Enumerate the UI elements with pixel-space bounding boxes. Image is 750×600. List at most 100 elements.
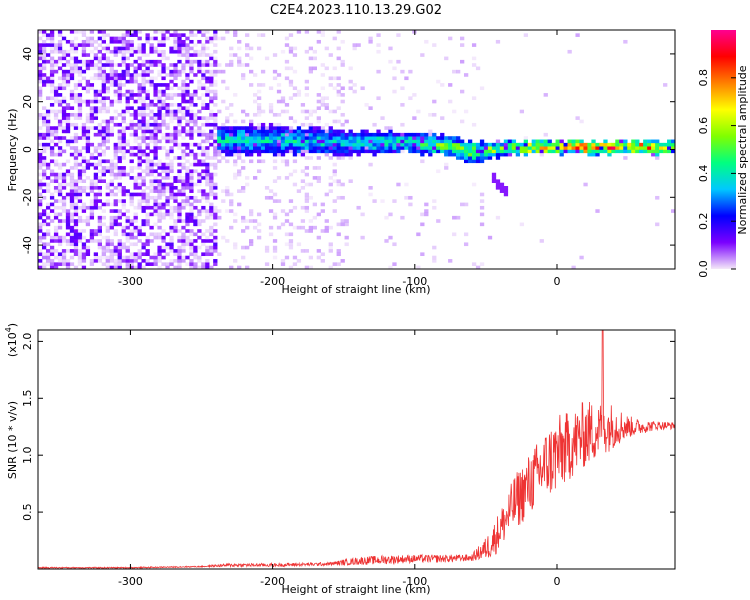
- spectrogram-cell: [73, 63, 79, 67]
- spectrogram-cell: [173, 229, 178, 233]
- spectrogram-cell: [284, 36, 290, 41]
- spectrogram-cell: [38, 86, 43, 91]
- spectrogram-cell: [41, 142, 47, 147]
- spectrogram-cell: [137, 122, 142, 127]
- spectrogram-cell: [105, 126, 110, 130]
- spectrogram-cell: [249, 159, 254, 164]
- spectrogram-cell: [161, 189, 166, 193]
- spectrogram-cell: [444, 146, 449, 150]
- spectrogram-cell: [89, 76, 95, 81]
- spectrogram-cell: [245, 146, 250, 150]
- spectrogram-cell: [193, 43, 198, 47]
- spectrogram-cell: [432, 149, 437, 154]
- spectrogram-cell: [137, 66, 142, 71]
- spectrogram-cell: [276, 149, 282, 154]
- spectrogram-cell: [181, 39, 186, 44]
- spectrogram-cell: [161, 255, 166, 260]
- spectrogram-cell: [93, 202, 99, 207]
- spectrogram-cell: [324, 132, 329, 137]
- spectrogram-cell: [185, 89, 190, 94]
- spectrogram-cell: [312, 109, 317, 114]
- spectrogram-cell: [65, 219, 71, 223]
- spectrogram-cell: [460, 202, 465, 207]
- spectrogram-cell: [364, 142, 369, 147]
- spectrogram-cell: [161, 39, 166, 44]
- spectrogram-cell: [292, 142, 298, 147]
- spectrogram-cell: [201, 129, 206, 134]
- spectrogram-cell: [173, 69, 178, 74]
- spectrogram-cell: [161, 99, 166, 104]
- spectrogram-cell: [157, 122, 162, 127]
- spectrogram-cell: [121, 189, 126, 193]
- spectrogram-cell: [137, 86, 142, 91]
- spectrogram-cell: [428, 146, 433, 150]
- spectrogram-cell: [611, 146, 616, 150]
- spectrogram-cell: [364, 136, 369, 140]
- spectrogram-cell: [264, 249, 270, 253]
- spectrogram-cell: [205, 209, 210, 213]
- spectrogram-cell: [348, 132, 353, 137]
- spectrogram-cell: [507, 152, 513, 157]
- spectrogram-cell: [304, 49, 310, 54]
- spectrogram-cell: [380, 136, 385, 140]
- spectrogram-cell: [463, 242, 469, 247]
- spectrogram-cell: [288, 245, 294, 250]
- spectrogram-cell: [189, 33, 194, 37]
- spectrogram-cell: [121, 112, 126, 117]
- spectrogram-cell: [356, 139, 361, 144]
- spectrogram-cell: [181, 156, 186, 160]
- spectrogram-cell: [45, 229, 51, 233]
- spectrogram-cell: [193, 93, 198, 97]
- spectrogram-cell: [233, 93, 238, 97]
- spectrogram-cell: [157, 192, 162, 197]
- spectrogram-y-tick-label: 0: [21, 146, 34, 153]
- spectrogram-cell: [467, 152, 473, 157]
- spectrogram-cell: [73, 162, 79, 167]
- spectrogram-cell: [89, 239, 95, 243]
- spectrogram-cell: [499, 152, 505, 157]
- spectrogram-cell: [420, 142, 425, 147]
- spectrogram-cell: [416, 132, 421, 137]
- spectrogram-cell: [245, 46, 250, 51]
- spectrogram-cell: [655, 149, 660, 154]
- spectrogram-cell: [615, 146, 620, 150]
- spectrogram-cell: [109, 179, 114, 183]
- spectrogram-cell: [237, 39, 242, 44]
- spectrogram-cell: [344, 146, 349, 150]
- spectrogram-cell: [89, 259, 95, 263]
- spectrogram-cell: [475, 156, 481, 160]
- spectrogram-cell: [260, 126, 266, 130]
- spectrogram-cell: [129, 199, 134, 203]
- spectrogram-cell: [205, 139, 210, 144]
- spectrogram-cell: [193, 262, 198, 266]
- spectrogram-cell: [448, 99, 453, 104]
- spectrogram-cell: [344, 152, 349, 157]
- spectrogram-cell: [125, 245, 130, 250]
- spectrogram-cell: [77, 73, 83, 77]
- spectrogram-cell: [539, 146, 544, 150]
- spectrogram-cell: [133, 235, 138, 240]
- spectrogram-cell: [237, 132, 242, 137]
- spectrogram-cell: [109, 259, 114, 263]
- spectrogram-cell: [145, 215, 150, 220]
- spectrogram-x-tick-label: -200: [260, 275, 285, 288]
- spectrogram-cell: [153, 59, 158, 64]
- spectrogram-cell: [372, 132, 377, 137]
- spectrogram-cell: [272, 129, 278, 134]
- spectrogram-cell: [161, 229, 166, 233]
- spectrogram-cell: [129, 49, 134, 54]
- spectrogram-cell: [209, 116, 214, 120]
- spectrogram-cell: [53, 232, 59, 237]
- spectrogram-cell: [328, 53, 333, 57]
- spectrogram-cell: [113, 219, 118, 223]
- spectrogram-cell: [392, 146, 397, 150]
- spectrogram-cell: [328, 249, 333, 253]
- spectrogram-cell: [49, 146, 55, 150]
- spectrogram-cell: [57, 166, 63, 170]
- spectrogram-cell: [149, 262, 154, 266]
- spectrogram-cell: [471, 182, 477, 187]
- spectrogram-cell: [201, 122, 206, 127]
- spectrogram-cell: [217, 36, 222, 41]
- spectrogram-cell: [77, 103, 83, 107]
- spectrogram-cell: [161, 262, 166, 266]
